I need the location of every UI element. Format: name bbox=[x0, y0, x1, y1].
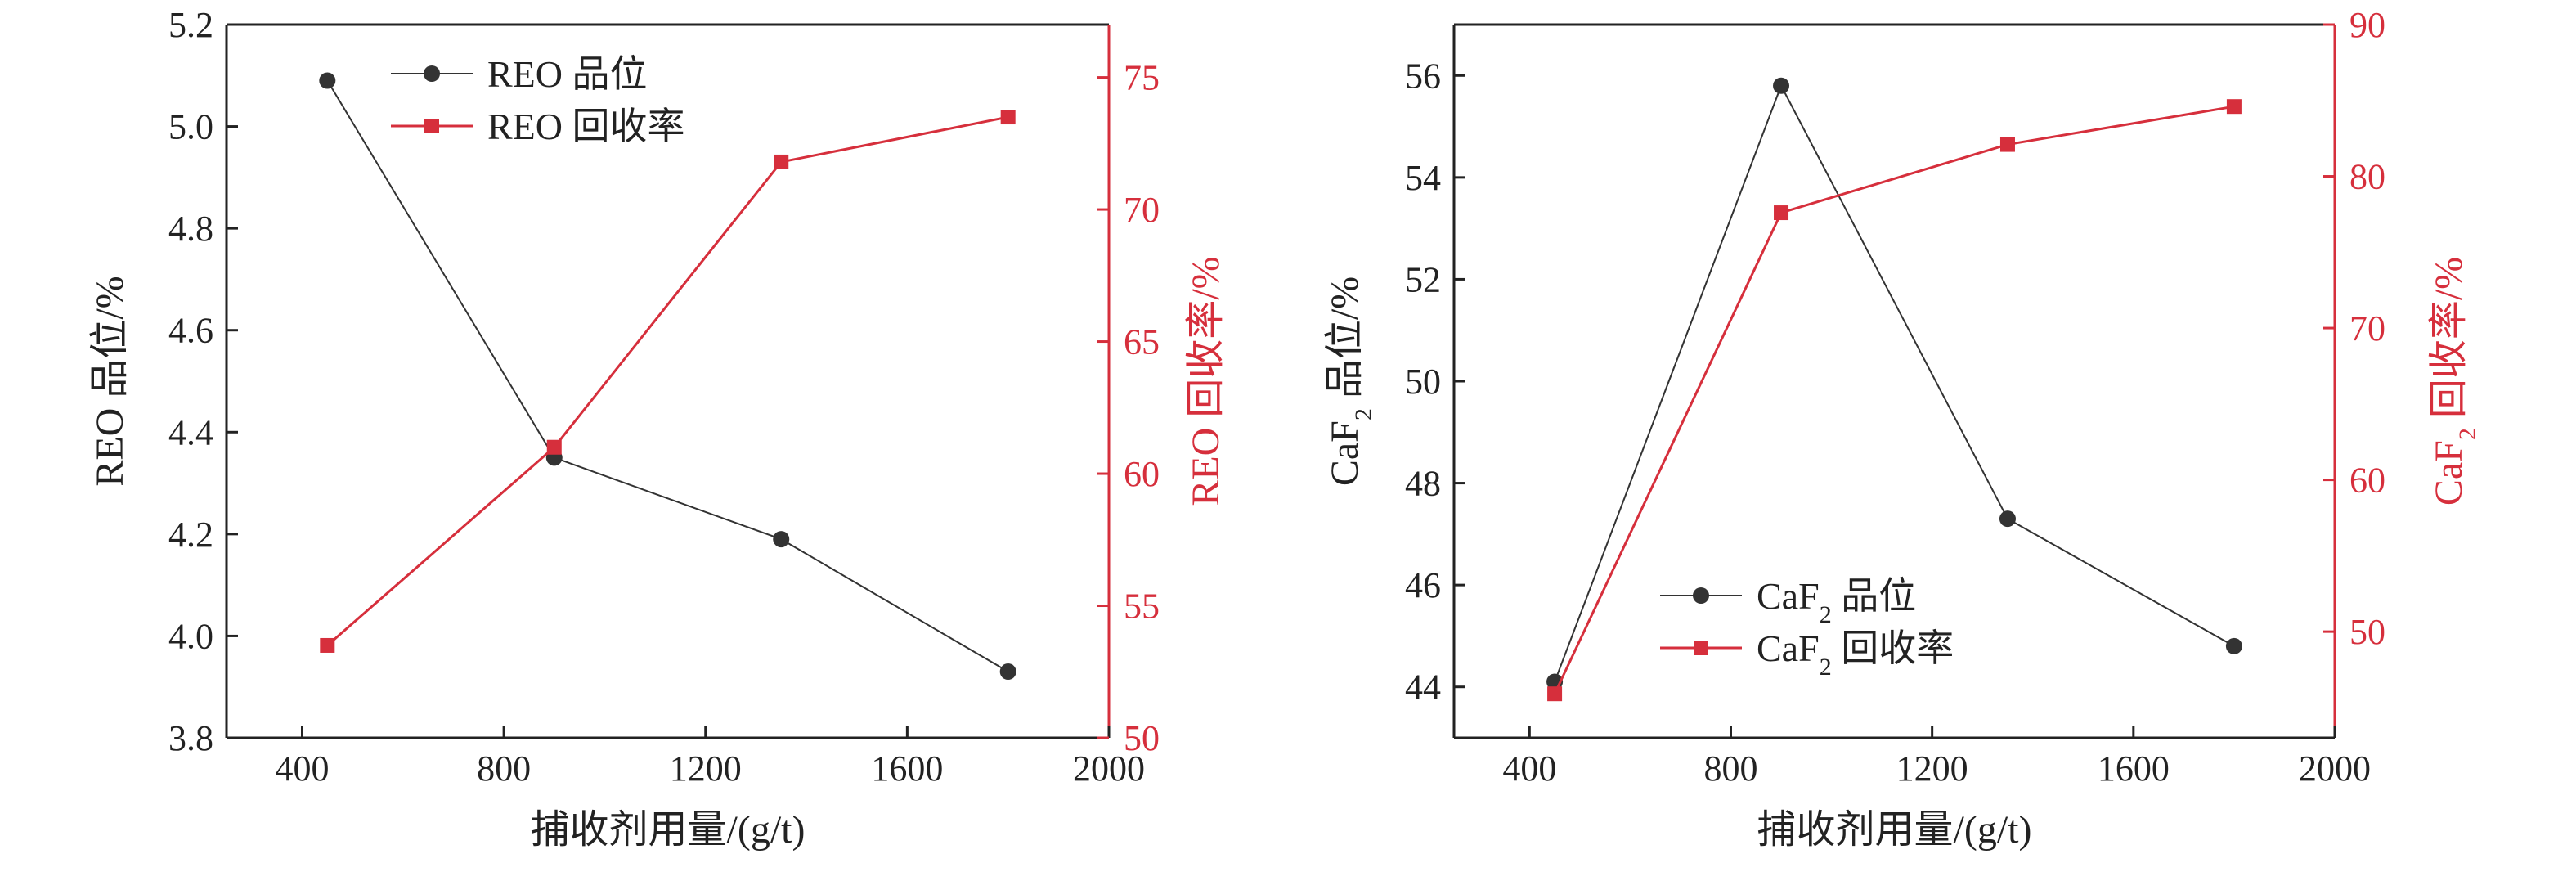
y-left-tick-label: 4.4 bbox=[168, 412, 213, 452]
y-right-tick-label: 80 bbox=[2349, 157, 2385, 197]
y-left-tick-label: 3.8 bbox=[168, 718, 213, 758]
y-right-tick-label: 65 bbox=[1124, 322, 1160, 362]
y-right-tick-label: 55 bbox=[1124, 587, 1160, 627]
y-right-tick-label: 90 bbox=[2349, 5, 2385, 45]
legend-marker bbox=[1694, 641, 1708, 655]
y-right-tick-label: 60 bbox=[1124, 454, 1160, 494]
data-point bbox=[1999, 510, 2016, 528]
x-tick-label: 2000 bbox=[2299, 748, 2371, 789]
y-left-tick-label: 52 bbox=[1405, 259, 1441, 299]
legend-marker bbox=[424, 65, 440, 82]
legend-marker bbox=[424, 119, 439, 133]
data-point bbox=[999, 663, 1016, 681]
y-right-tick-label: 70 bbox=[2349, 308, 2385, 348]
y-left-tick-label: 5.0 bbox=[168, 107, 213, 147]
data-point bbox=[2225, 637, 2242, 654]
data-point bbox=[2226, 99, 2242, 115]
x-axis-title: 捕收剂用量/(g/t) bbox=[531, 808, 806, 852]
x-tick-label: 800 bbox=[1703, 748, 1757, 789]
y-left-tick-label: 4.8 bbox=[168, 209, 213, 249]
data-point bbox=[1000, 110, 1016, 125]
y-left-tick-label: 4.2 bbox=[168, 515, 213, 555]
y-left-tick-label: 4.6 bbox=[168, 311, 213, 351]
chart-panel-2: 400 800 1200 1600 2000 44 46 48 50 52 54 56 50 60 70 80… bbox=[1323, 5, 2481, 852]
y-left-tick-label: 48 bbox=[1405, 464, 1441, 504]
data-point bbox=[320, 637, 335, 653]
y-left-axis-title: REO 品位/% bbox=[88, 276, 132, 486]
data-point bbox=[1999, 137, 2015, 152]
x-tick-label: 2000 bbox=[1073, 748, 1145, 789]
x-tick-label: 1200 bbox=[1896, 748, 1968, 789]
x-tick-label: 800 bbox=[477, 748, 531, 789]
legend-label: REO 品位 bbox=[487, 53, 648, 95]
series-line-2 bbox=[326, 115, 1008, 647]
y-left-tick-label: 50 bbox=[1405, 362, 1441, 402]
data-point bbox=[774, 154, 789, 169]
legend-label: CaF2 回收率 bbox=[1757, 627, 1954, 681]
data-point bbox=[319, 72, 336, 89]
y-left-axis-title: CaF2 品位/% bbox=[1323, 276, 1377, 486]
y-left-tick-label: 4.0 bbox=[168, 616, 213, 656]
y-right-tick-label: 50 bbox=[1124, 718, 1160, 758]
legend-marker bbox=[1693, 587, 1709, 604]
y-right-tick-label: 60 bbox=[2349, 461, 2385, 501]
x-tick-label: 1600 bbox=[871, 748, 943, 789]
series-line-1 bbox=[326, 79, 1009, 672]
data-point bbox=[1774, 205, 1789, 221]
y-left-tick-label: 46 bbox=[1405, 565, 1441, 605]
x-tick-label: 400 bbox=[275, 748, 329, 789]
x-tick-label: 400 bbox=[1502, 748, 1556, 789]
series-line-2 bbox=[1553, 105, 2235, 694]
y-left-tick-label: 44 bbox=[1405, 667, 1441, 708]
y-right-tick-label: 70 bbox=[1124, 190, 1160, 230]
y-right-tick-label: 50 bbox=[2349, 612, 2385, 652]
x-axis-title: 捕收剂用量/(g/t) bbox=[1757, 808, 2032, 852]
y-left-tick-label: 54 bbox=[1405, 158, 1441, 198]
y-right-axis-title: REO 回收率/% bbox=[1184, 256, 1227, 506]
chart-panel-1: 400 800 1200 1600 2000 3.8 4.0 4.2 4.4 4.6 4.8 5.0 5… bbox=[88, 5, 1227, 852]
data-point bbox=[546, 439, 562, 455]
y-left-tick-label: 5.2 bbox=[168, 5, 213, 45]
x-tick-label: 1600 bbox=[2098, 748, 2170, 789]
data-point bbox=[1547, 686, 1563, 702]
x-tick-label: 1200 bbox=[670, 748, 742, 789]
series-line-1 bbox=[1554, 83, 2235, 682]
legend-label: REO 回收率 bbox=[487, 106, 685, 147]
legend-label: CaF2 品位 bbox=[1757, 575, 1916, 628]
y-left-tick-label: 56 bbox=[1405, 56, 1441, 96]
data-point bbox=[1773, 77, 1790, 94]
y-right-tick-label: 75 bbox=[1124, 58, 1160, 98]
data-point bbox=[773, 531, 790, 548]
y-right-axis-title: CaF2 回收率/% bbox=[2427, 257, 2481, 506]
